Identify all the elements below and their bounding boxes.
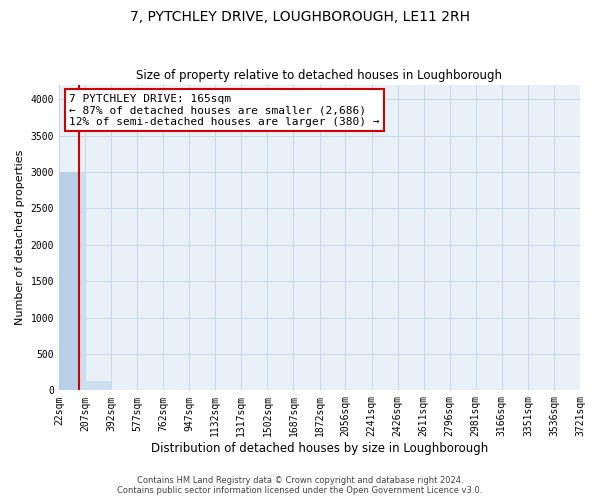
Text: 7, PYTCHLEY DRIVE, LOUGHBOROUGH, LE11 2RH: 7, PYTCHLEY DRIVE, LOUGHBOROUGH, LE11 2R… xyxy=(130,10,470,24)
Y-axis label: Number of detached properties: Number of detached properties xyxy=(15,150,25,325)
X-axis label: Distribution of detached houses by size in Loughborough: Distribution of detached houses by size … xyxy=(151,442,488,455)
Text: 7 PYTCHLEY DRIVE: 165sqm
← 87% of detached houses are smaller (2,686)
12% of sem: 7 PYTCHLEY DRIVE: 165sqm ← 87% of detach… xyxy=(70,94,380,127)
Bar xyxy=(79,172,85,390)
Bar xyxy=(59,172,79,390)
Title: Size of property relative to detached houses in Loughborough: Size of property relative to detached ho… xyxy=(136,69,502,82)
Bar xyxy=(85,381,111,390)
Text: Contains HM Land Registry data © Crown copyright and database right 2024.
Contai: Contains HM Land Registry data © Crown c… xyxy=(118,476,482,495)
